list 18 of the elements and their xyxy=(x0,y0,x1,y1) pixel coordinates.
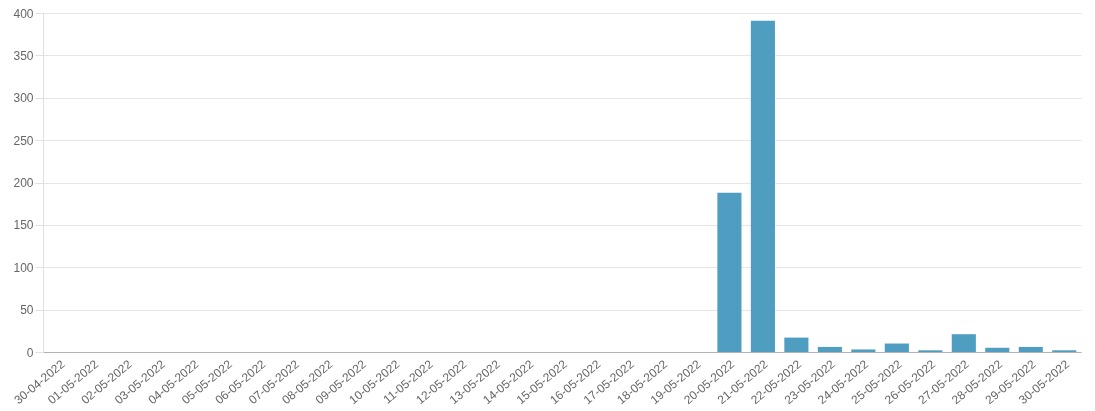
y-tick-label: 200 xyxy=(13,176,34,190)
y-tick-label: 0 xyxy=(26,345,34,360)
y-tick-label: 100 xyxy=(13,260,34,275)
y-tick-label: 350 xyxy=(13,48,34,63)
bar xyxy=(851,349,876,352)
bar xyxy=(784,337,809,352)
bar xyxy=(817,346,842,352)
bar xyxy=(750,20,775,352)
y-tick-label: 50 xyxy=(20,303,34,318)
bar xyxy=(985,347,1010,352)
y-tick-label: 300 xyxy=(13,91,34,106)
bar xyxy=(717,192,742,352)
y-tick-label: 150 xyxy=(13,218,34,233)
bar xyxy=(1018,346,1043,352)
bar xyxy=(951,334,976,352)
y-tick-label: 400 xyxy=(13,6,34,21)
bar xyxy=(884,343,909,352)
y-tick-label: 250 xyxy=(13,133,34,148)
